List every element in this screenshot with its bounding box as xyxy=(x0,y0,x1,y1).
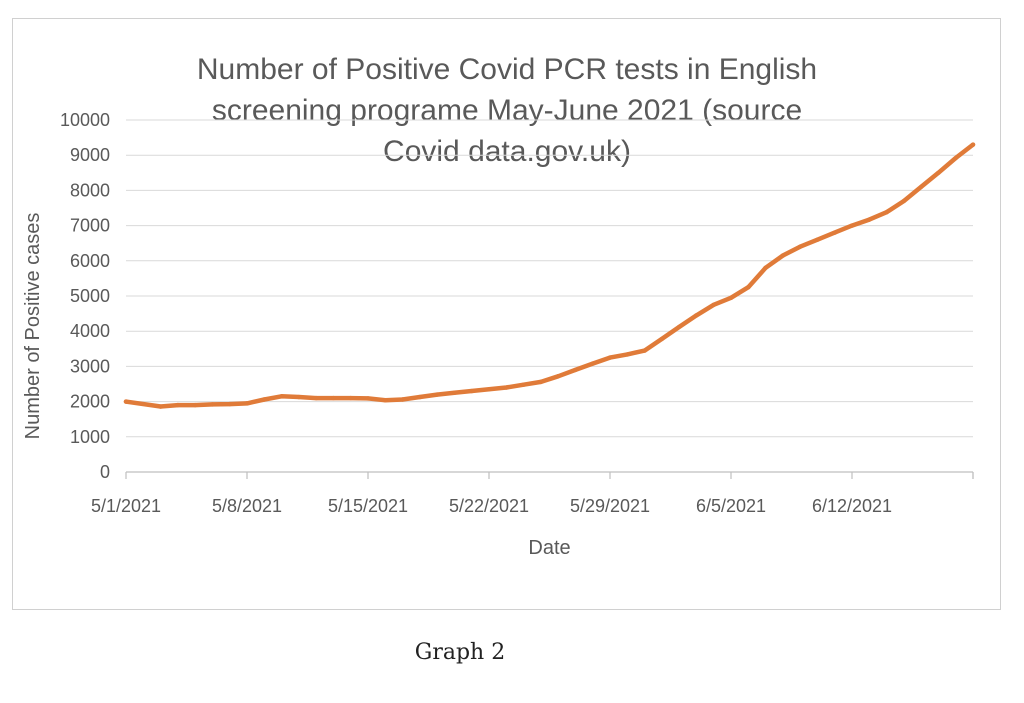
data-point xyxy=(365,396,371,401)
data-point xyxy=(746,285,751,290)
data-point xyxy=(607,355,613,360)
data-point xyxy=(763,265,768,271)
data-point xyxy=(158,404,163,409)
y-tick-label: 7000 xyxy=(70,216,110,236)
data-point xyxy=(815,237,820,242)
data-point xyxy=(331,395,336,401)
data-point xyxy=(970,142,976,147)
data-point xyxy=(175,402,181,408)
chart-frame: Number of Positive Covid PCR tests in En… xyxy=(12,18,1001,610)
data-point xyxy=(780,253,786,258)
y-tick-label: 2000 xyxy=(70,392,110,412)
data-point xyxy=(538,379,544,385)
chart-title: Number of Positive Covid PCR tests in En… xyxy=(197,53,817,168)
data-point xyxy=(469,388,474,394)
y-tick-label: 1000 xyxy=(70,427,110,447)
y-tick-label: 0 xyxy=(100,462,110,482)
x-axis-label: Date xyxy=(528,537,570,559)
data-point xyxy=(936,170,941,175)
x-tick-label: 5/22/2021 xyxy=(449,496,529,516)
data-point xyxy=(625,352,630,357)
data-point xyxy=(434,392,440,397)
data-point xyxy=(849,223,855,228)
y-tick-label: 5000 xyxy=(70,286,110,306)
data-point xyxy=(417,394,423,400)
x-tick-label: 5/1/2021 xyxy=(91,496,161,516)
chart-title-line-2: screening programe May-June 2021 (source xyxy=(212,94,802,127)
data-point xyxy=(313,395,319,401)
y-axis-label: Number of Positive cases xyxy=(22,213,44,440)
y-tick-label: 3000 xyxy=(70,356,110,376)
data-point xyxy=(279,394,284,399)
y-tick-label: 8000 xyxy=(70,180,110,200)
data-point xyxy=(918,184,924,190)
data-point xyxy=(400,397,405,402)
line-chart: Number of Positive Covid PCR tests in En… xyxy=(22,53,976,559)
data-point xyxy=(192,402,198,408)
data-point xyxy=(694,313,699,318)
chart-title-line-3: Covid data.gov.uk) xyxy=(383,135,631,168)
x-tick-label: 5/29/2021 xyxy=(570,496,650,516)
data-point xyxy=(555,374,561,379)
chart-title-line-1: Number of Positive Covid PCR tests in En… xyxy=(197,53,817,86)
data-point xyxy=(123,399,129,404)
data-point xyxy=(521,382,526,387)
data-point xyxy=(659,336,665,342)
y-tick-labels: 0 1000 2000 3000 4000 5000 6000 7000 8000 9000 100… xyxy=(60,110,110,482)
data-point xyxy=(676,324,682,330)
x-tick-label: 5/8/2021 xyxy=(212,496,282,516)
y-tick-label: 10000 xyxy=(60,110,110,130)
x-tick-label: 5/15/2021 xyxy=(328,496,408,516)
data-point xyxy=(590,361,595,366)
x-tick-label: 6/5/2021 xyxy=(696,496,766,516)
data-point xyxy=(901,198,907,204)
axes xyxy=(125,471,974,479)
data-point xyxy=(244,401,250,406)
y-tick-label: 4000 xyxy=(70,321,110,341)
x-tick-label: 6/12/2021 xyxy=(812,496,892,516)
data-point xyxy=(452,390,457,395)
data-point xyxy=(227,401,232,407)
x-tick-labels: 5/1/2021 5/8/2021 5/15/2021 5/22/2021 5/29/2… xyxy=(91,496,892,516)
series-line xyxy=(123,142,976,409)
figure-caption: Graph 2 xyxy=(414,640,506,665)
data-point xyxy=(728,295,734,300)
data-point xyxy=(867,217,872,222)
data-point xyxy=(953,155,958,161)
data-point xyxy=(797,244,803,249)
series xyxy=(123,142,976,409)
data-point xyxy=(383,397,388,403)
data-point xyxy=(884,210,889,215)
data-point xyxy=(296,394,302,400)
data-point xyxy=(210,402,215,407)
data-point xyxy=(832,230,837,235)
data-point xyxy=(573,367,578,373)
data-point xyxy=(486,387,492,392)
gridlines xyxy=(126,119,973,438)
data-point xyxy=(711,302,716,307)
data-point xyxy=(262,397,267,402)
y-tick-label: 6000 xyxy=(70,251,110,271)
data-point xyxy=(348,395,353,401)
data-point xyxy=(642,348,647,353)
y-tick-label: 9000 xyxy=(70,145,110,165)
data-point xyxy=(504,385,509,390)
